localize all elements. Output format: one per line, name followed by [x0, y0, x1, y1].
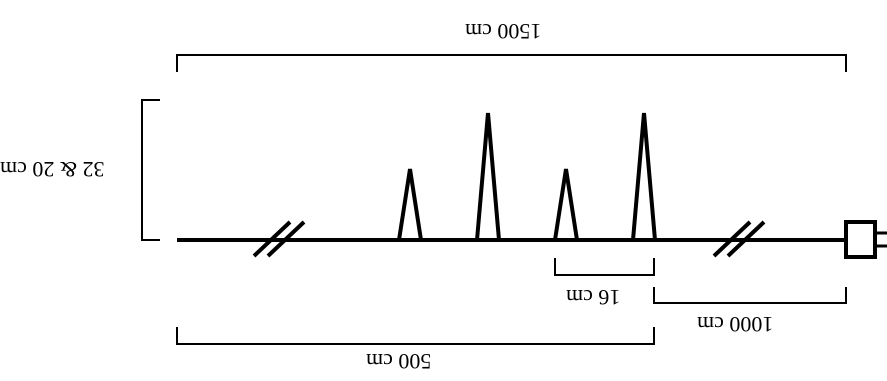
connector-distance-label: 1000 cm	[697, 312, 774, 337]
break-mark-right	[712, 220, 766, 258]
height-bracket	[141, 99, 160, 241]
spike-tall-2	[631, 112, 657, 241]
spacing-bracket	[554, 258, 655, 276]
total-length-bracket	[176, 54, 847, 72]
break-mark-left	[252, 220, 306, 258]
spacing-label: 16 cm	[566, 285, 621, 310]
segment-length-bracket	[176, 327, 655, 345]
total-length-label: 1500 cm	[465, 19, 542, 44]
spike-short-1	[397, 168, 423, 241]
segment-length-label: 500 cm	[366, 349, 432, 374]
height-label: 32 & 20 cm	[0, 157, 105, 182]
spike-short-2	[553, 168, 579, 241]
spike-tall-1	[475, 112, 501, 241]
connector-distance-bracket	[653, 287, 847, 304]
connector-box	[844, 220, 877, 259]
